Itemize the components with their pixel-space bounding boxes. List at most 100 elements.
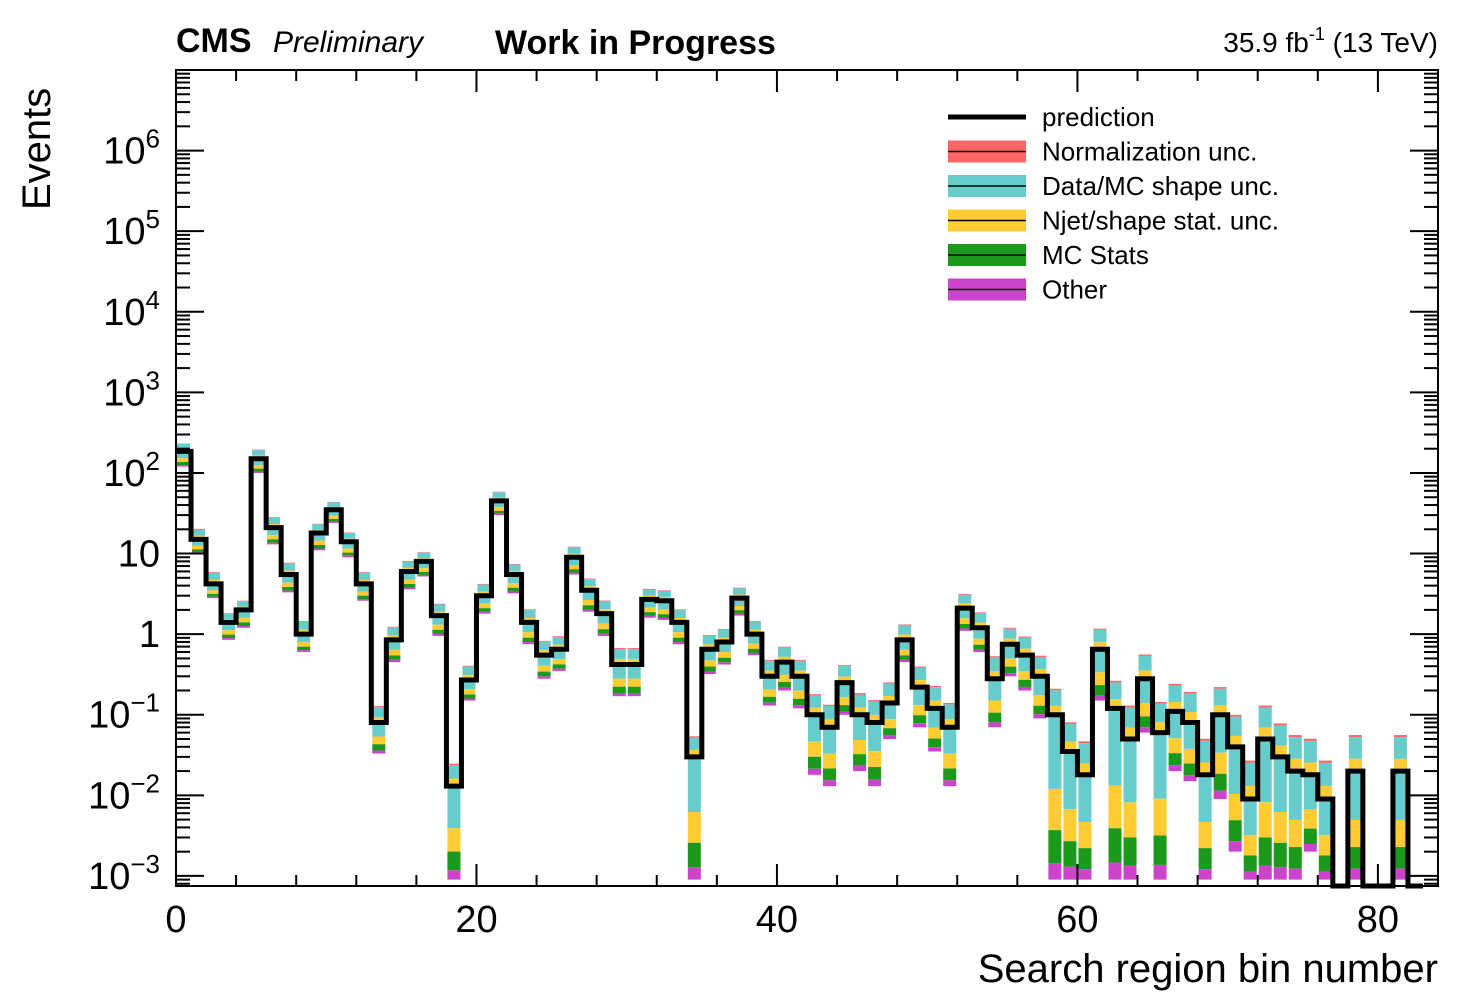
band-down-bin-55-1 [1003,658,1017,667]
band-down-bin-75-1 [1303,809,1317,829]
band-up-bin-41-1 [792,660,806,671]
band-down-bin-63-2 [1123,837,1137,866]
band-up-bin-19-0 [462,665,476,667]
band-down-bin-13-0 [372,722,386,737]
band-down-bin-33-0 [672,622,686,633]
band-up-bin-81-1 [1393,737,1407,759]
band-down-bin-46-1 [868,751,882,768]
band-down-bin-61-0 [1093,649,1107,673]
band-down-bin-7-2 [282,586,296,591]
band-down-bin-81-0 [1393,771,1407,820]
band-down-bin-41-1 [792,690,806,699]
band-down-bin-21-1 [492,507,506,511]
y-tick-base-3: 1 [139,614,160,656]
band-down-bin-19-1 [462,689,476,695]
band-down-bin-69-0 [1213,714,1227,753]
band-up-bin-9-0 [312,523,326,525]
band-down-bin-45-0 [853,714,867,741]
band-down-bin-63-0 [1123,739,1137,803]
band-down-bin-57-2 [1033,705,1047,715]
band-down-bin-73-3 [1273,867,1287,880]
band-up-bin-34-1 [687,737,701,750]
band-down-bin-76-3 [1318,871,1332,880]
band-down-bin-19-3 [462,698,476,701]
band-up-bin-11-1 [342,533,356,539]
band-down-bin-16-3 [417,574,431,577]
prediction-line-group [176,448,1423,889]
band-up-bin-46-0 [868,700,882,702]
note-label: Work in Progress [495,24,776,62]
band-down-bin-67-0 [1183,722,1197,749]
y-tick-label-6: 103 [103,365,160,414]
band-down-bin-27-0 [582,590,596,600]
band-up-bin-36-1 [717,629,731,638]
band-down-bin-36-0 [717,641,731,653]
band-up-bin-3-1 [222,613,236,620]
band-up-bin-2-1 [207,572,221,580]
band-up-bin-43-2 [823,719,837,728]
band-up-bin-73-1 [1273,725,1287,746]
band-up-bin-49-2 [913,680,927,688]
band-down-bin-67-2 [1183,763,1197,776]
band-up-bin-52-1 [958,594,972,604]
band-down-bin-38-3 [747,652,761,656]
band-up-bin-27-0 [582,578,596,580]
band-up-bin-51-1 [943,704,957,719]
band-down-bin-62-2 [1108,828,1122,863]
band-down-bin-13-1 [372,736,386,745]
band-up-bin-40-2 [777,656,791,663]
band-down-bin-32-0 [657,600,671,610]
band-down-bin-36-2 [717,657,731,663]
band-up-bin-14-1 [387,627,401,636]
band-down-bin-59-1 [1063,809,1077,842]
band-up-bin-55-1 [1003,628,1017,639]
band-up-bin-62-0 [1108,680,1122,683]
band-down-bin-14-2 [387,655,401,660]
band-down-bin-12-3 [357,599,371,601]
band-up-bin-55-0 [1003,627,1017,629]
band-down-bin-8-0 [297,634,311,643]
band-down-bin-52-2 [958,624,972,629]
band-up-bin-12-1 [357,572,371,580]
band-down-bin-6-2 [267,539,281,543]
x-tick-label-60: 60 [1056,899,1098,941]
band-down-bin-27-1 [582,599,596,606]
band-down-bin-1-0 [192,539,206,546]
band-up-bin-54-2 [988,671,1002,679]
band-up-bin-22-1 [507,564,521,571]
band-up-bin-64-2 [1138,670,1152,679]
y-tick-label-5: 102 [103,446,160,495]
band-up-bin-47-0 [883,682,897,684]
band-up-bin-71-2 [1243,785,1257,800]
band-up-bin-51-2 [943,718,957,728]
band-down-bin-57-1 [1033,695,1047,706]
band-up-bin-32-0 [657,590,671,591]
band-down-bin-7-1 [282,582,296,587]
band-down-bin-49-0 [913,687,927,706]
band-down-bin-26-3 [567,572,581,575]
band-down-bin-15-2 [402,583,416,588]
band-down-bin-52-0 [958,608,972,619]
band-down-bin-38-1 [747,643,761,649]
band-down-bin-22-3 [507,591,521,594]
band-down-bin-0-0 [177,451,191,459]
band-up-bin-40-1 [777,647,791,657]
band-down-bin-22-1 [507,583,521,588]
band-down-bin-27-3 [582,609,596,612]
legend-label-3: Njet/shape stat. unc. [1042,206,1279,236]
band-down-bin-73-0 [1273,756,1287,813]
band-up-bin-73-0 [1273,723,1287,726]
band-up-bin-6-0 [267,517,281,518]
band-down-bin-44-1 [838,697,852,706]
band-down-bin-12-2 [357,595,371,600]
band-down-bin-68-3 [1198,869,1212,880]
band-down-bin-11-0 [342,541,356,549]
band-down-bin-20-3 [477,611,491,614]
band-up-bin-42-2 [808,707,822,715]
band-down-bin-63-1 [1123,802,1137,838]
band-down-bin-32-3 [657,618,671,620]
band-up-bin-54-1 [988,657,1002,672]
legend-label-4: MC Stats [1042,240,1149,270]
band-down-bin-35-3 [702,671,716,675]
band-up-bin-14-0 [387,626,401,628]
